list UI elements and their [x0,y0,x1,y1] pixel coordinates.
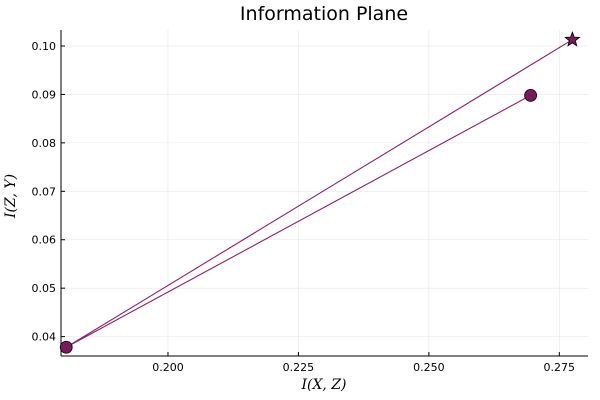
ticks: 0.200 0.225 0.250 0.275 0.04 0.05 0.06 0.07 0.08… [32,40,576,374]
y-tick-label: 0.07 [32,185,57,198]
y-axis-label: I(Z, Y) [3,174,19,219]
y-tick-label: 0.04 [32,331,57,344]
axes [60,30,588,357]
data-point-circle [59,340,73,354]
y-tick-label: 0.08 [32,137,57,150]
y-tick-label: 0.09 [32,88,57,101]
data-point-star [564,31,581,47]
data-point-circle [524,88,538,102]
x-tick-label: 0.275 [544,361,576,374]
y-tick-label: 0.10 [32,40,57,53]
y-tick-label: 0.06 [32,234,57,247]
x-axis-label: I(X, Z) [300,377,346,393]
y-tick-label: 0.05 [32,282,57,295]
series [59,31,581,354]
series-line [65,39,573,348]
x-tick-label: 0.200 [152,361,184,374]
x-tick-label: 0.225 [283,361,315,374]
chart-title: Information Plane [240,3,408,25]
x-tick-label: 0.250 [413,361,445,374]
grid [61,30,588,356]
